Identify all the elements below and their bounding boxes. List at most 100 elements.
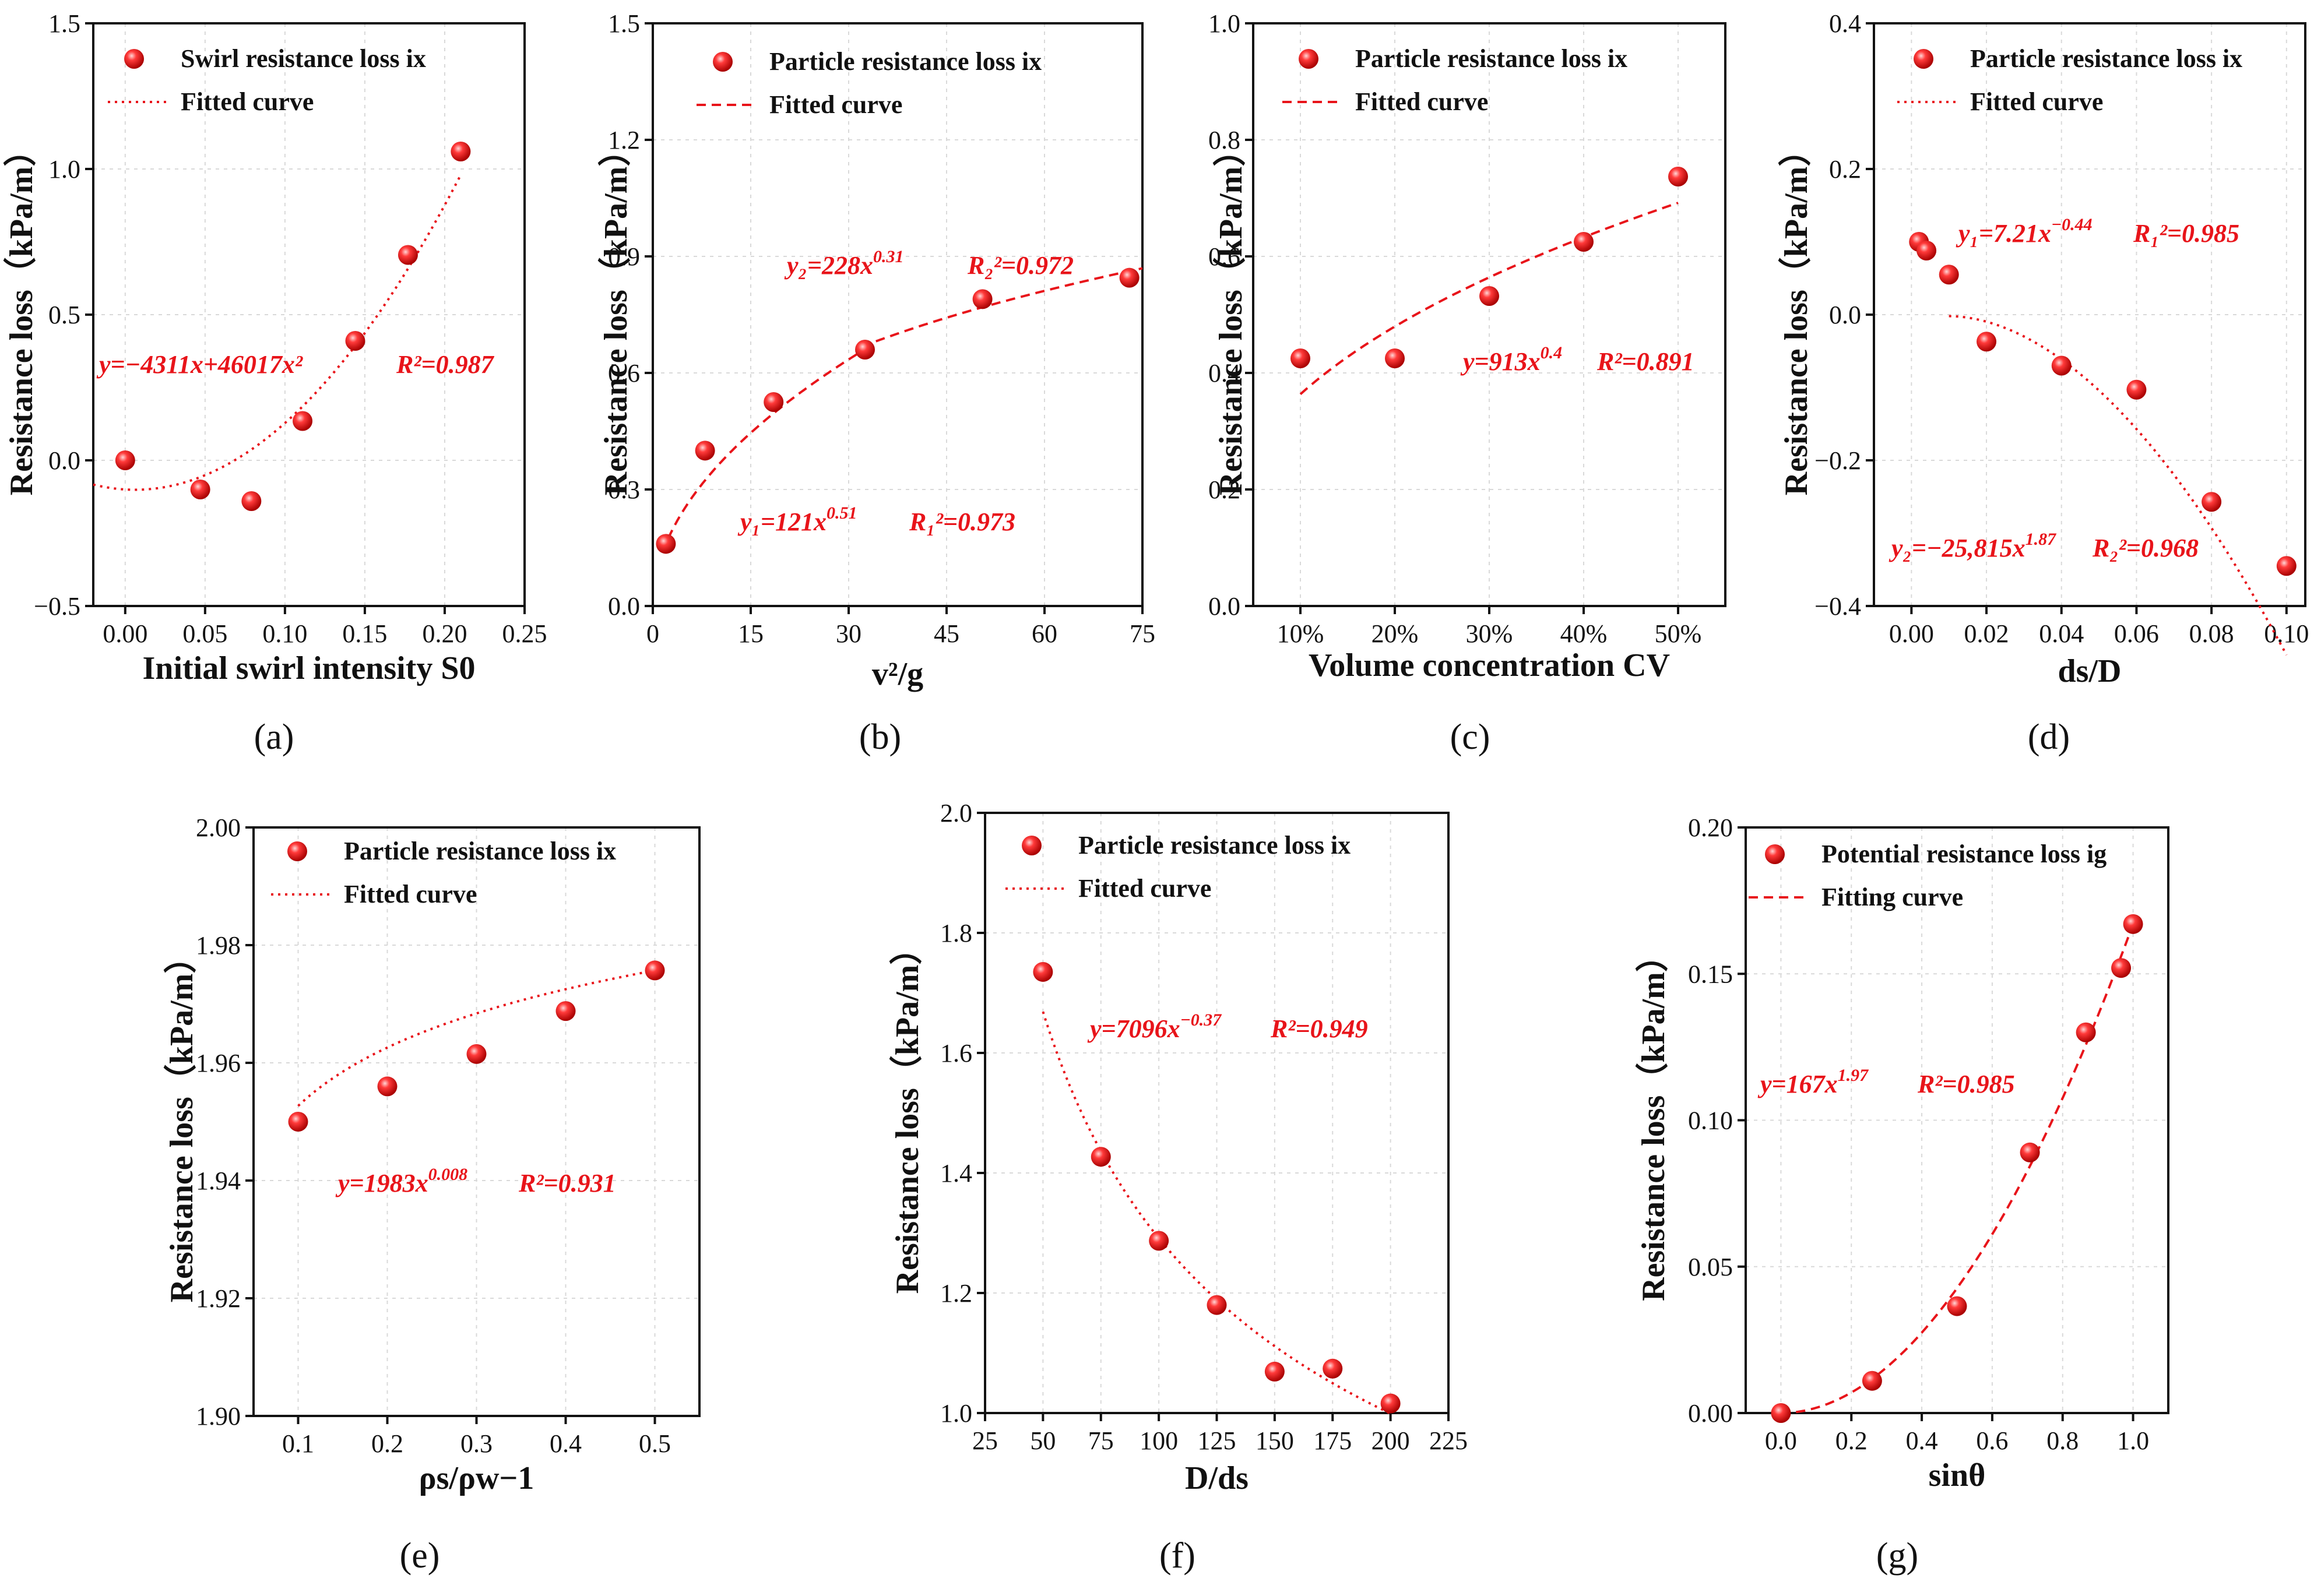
fit-equation: R²=0.891	[1596, 347, 1694, 376]
x-tick-label: 15	[738, 619, 764, 648]
fit-equation: R₂²=0.968	[2092, 534, 2199, 562]
x-tick-label: 50	[1030, 1426, 1056, 1455]
data-point	[293, 411, 313, 431]
data-point	[1862, 1370, 1882, 1391]
legend-marker	[1022, 836, 1042, 855]
y-axis-label: Resistance loss（kPa/m）	[163, 941, 200, 1303]
chart-a: 0.00 0.05 0.10 0.15 0.20 0.25 −0.5 0.0 0.5 1.0 1.5…	[3, 9, 547, 757]
y-axis-label: Resistance loss（kPa/m）	[1635, 939, 1672, 1301]
fit-equation: y₂=228x0.31	[784, 247, 903, 280]
x-tick-label: 30	[836, 619, 861, 648]
fit-equation: R₁²=0.973	[909, 508, 1015, 536]
data-point	[1668, 167, 1688, 186]
y-tick-label: 0.0	[48, 446, 80, 475]
data-point	[1939, 265, 1959, 285]
data-point	[1771, 1403, 1791, 1423]
y-tick-label: 1.2	[608, 126, 640, 154]
data-point	[2126, 379, 2147, 400]
data-point	[288, 1112, 308, 1132]
y-tick-label: 1.92	[196, 1284, 241, 1313]
fit-equation: R²=0.931	[518, 1169, 616, 1197]
x-tick-label: 0.04	[2039, 619, 2084, 648]
data-point	[2051, 355, 2072, 376]
fitted-curve	[1042, 1011, 1391, 1415]
data-point	[466, 1044, 487, 1064]
y-tick-label: 2.0	[940, 799, 972, 827]
x-tick-label: 100	[1140, 1426, 1178, 1455]
legend-label-points: Particle resistance loss ix	[344, 837, 616, 865]
y-tick-label: 1.8	[940, 919, 972, 947]
x-tick-label: 0.4	[1906, 1426, 1938, 1455]
y-tick-label: 1.94	[196, 1167, 241, 1195]
x-tick-label: 0.4	[550, 1429, 582, 1458]
x-axis-label: D/ds	[1185, 1460, 1249, 1496]
data-point	[2276, 556, 2297, 576]
y-tick-label: 1.0	[1208, 9, 1240, 38]
x-tick-label: 0.8	[2046, 1426, 2079, 1455]
y-axis-label: Resistance loss（kPa/m）	[1212, 134, 1249, 496]
fit-equation: R₁²=0.985	[2133, 219, 2239, 248]
y-tick-label: 0.2	[1208, 475, 1240, 504]
data-point	[1290, 348, 1310, 368]
y-tick-label: 0.0	[1208, 592, 1240, 621]
data-point	[764, 392, 784, 412]
panel-caption: (e)	[400, 1536, 440, 1576]
chart-c: 10% 20% 30% 40% 50% 0.0 0.2 0.4 0.6 0.8 1.0 Volume …	[1208, 9, 1726, 757]
data-point	[695, 441, 715, 461]
data-point	[377, 1076, 398, 1097]
y-tick-label: 1.0	[940, 1399, 972, 1428]
y-axis-label: Resistance loss（kPa/m）	[597, 134, 634, 496]
y-axis-label: Resistance loss（kPa/m）	[1778, 134, 1814, 496]
legend-marker	[1914, 49, 1933, 69]
data-point	[1977, 332, 1997, 352]
x-axis-label: ds/D	[2058, 653, 2122, 689]
y-tick-label: 2.00	[196, 813, 241, 842]
x-tick-label: 20%	[1372, 619, 1419, 648]
fit-equation: y=7096x−0.37	[1087, 1010, 1222, 1043]
x-tick-label: 0.0	[1765, 1426, 1797, 1455]
x-tick-label: 25	[972, 1426, 998, 1455]
fitted-curve	[861, 267, 1143, 348]
y-tick-label: 0.6	[1208, 242, 1240, 271]
y-tick-label: 0.3	[608, 475, 640, 504]
x-tick-label: 0.10	[2264, 619, 2309, 648]
x-tick-label: 0.00	[1889, 619, 1934, 648]
data-point	[241, 491, 262, 511]
data-point	[1916, 241, 1937, 260]
x-tick-label: 0.6	[1976, 1426, 2008, 1455]
y-tick-label: 0.20	[1688, 813, 1733, 842]
x-tick-label: 0.25	[502, 619, 547, 648]
legend-marker	[1765, 844, 1785, 864]
data-point	[2123, 914, 2143, 934]
x-tick-label: 0.2	[371, 1429, 403, 1458]
x-axis-label: Volume concentration CV	[1309, 647, 1670, 684]
data-point	[656, 534, 676, 554]
x-axis-label: Initial swirl intensity S0	[143, 650, 476, 686]
x-axis-label: ρs/ρw−1	[419, 1460, 534, 1496]
legend-label-fit: Fitted curve	[181, 87, 314, 116]
fit-equation: y=167x1.97	[1757, 1066, 1869, 1098]
data-point	[555, 1001, 576, 1021]
x-tick-label: 200	[1372, 1426, 1410, 1455]
x-tick-label: 0.2	[1835, 1426, 1868, 1455]
y-tick-label: 0.6	[608, 359, 640, 387]
data-point	[1385, 348, 1405, 368]
data-point	[1323, 1358, 1343, 1379]
y-tick-label: 0.15	[1688, 960, 1733, 988]
data-point	[2202, 492, 2222, 512]
y-tick-label: 1.2	[940, 1279, 972, 1308]
data-point	[115, 450, 135, 470]
y-tick-label: 1.98	[196, 931, 241, 960]
x-tick-label: 225	[1429, 1426, 1468, 1455]
legend-marker	[287, 841, 307, 861]
y-tick-label: 1.90	[196, 1402, 241, 1431]
x-tick-label: 0.5	[639, 1429, 671, 1458]
y-tick-label: 0.4	[1829, 9, 1861, 38]
panel-caption: (a)	[254, 717, 294, 757]
fit-equation: R₂²=0.972	[967, 251, 1074, 280]
legend-marker	[713, 52, 733, 72]
data-point	[972, 289, 993, 309]
x-axis-label: v²/g	[872, 656, 923, 692]
y-tick-label: 1.0	[48, 155, 80, 184]
